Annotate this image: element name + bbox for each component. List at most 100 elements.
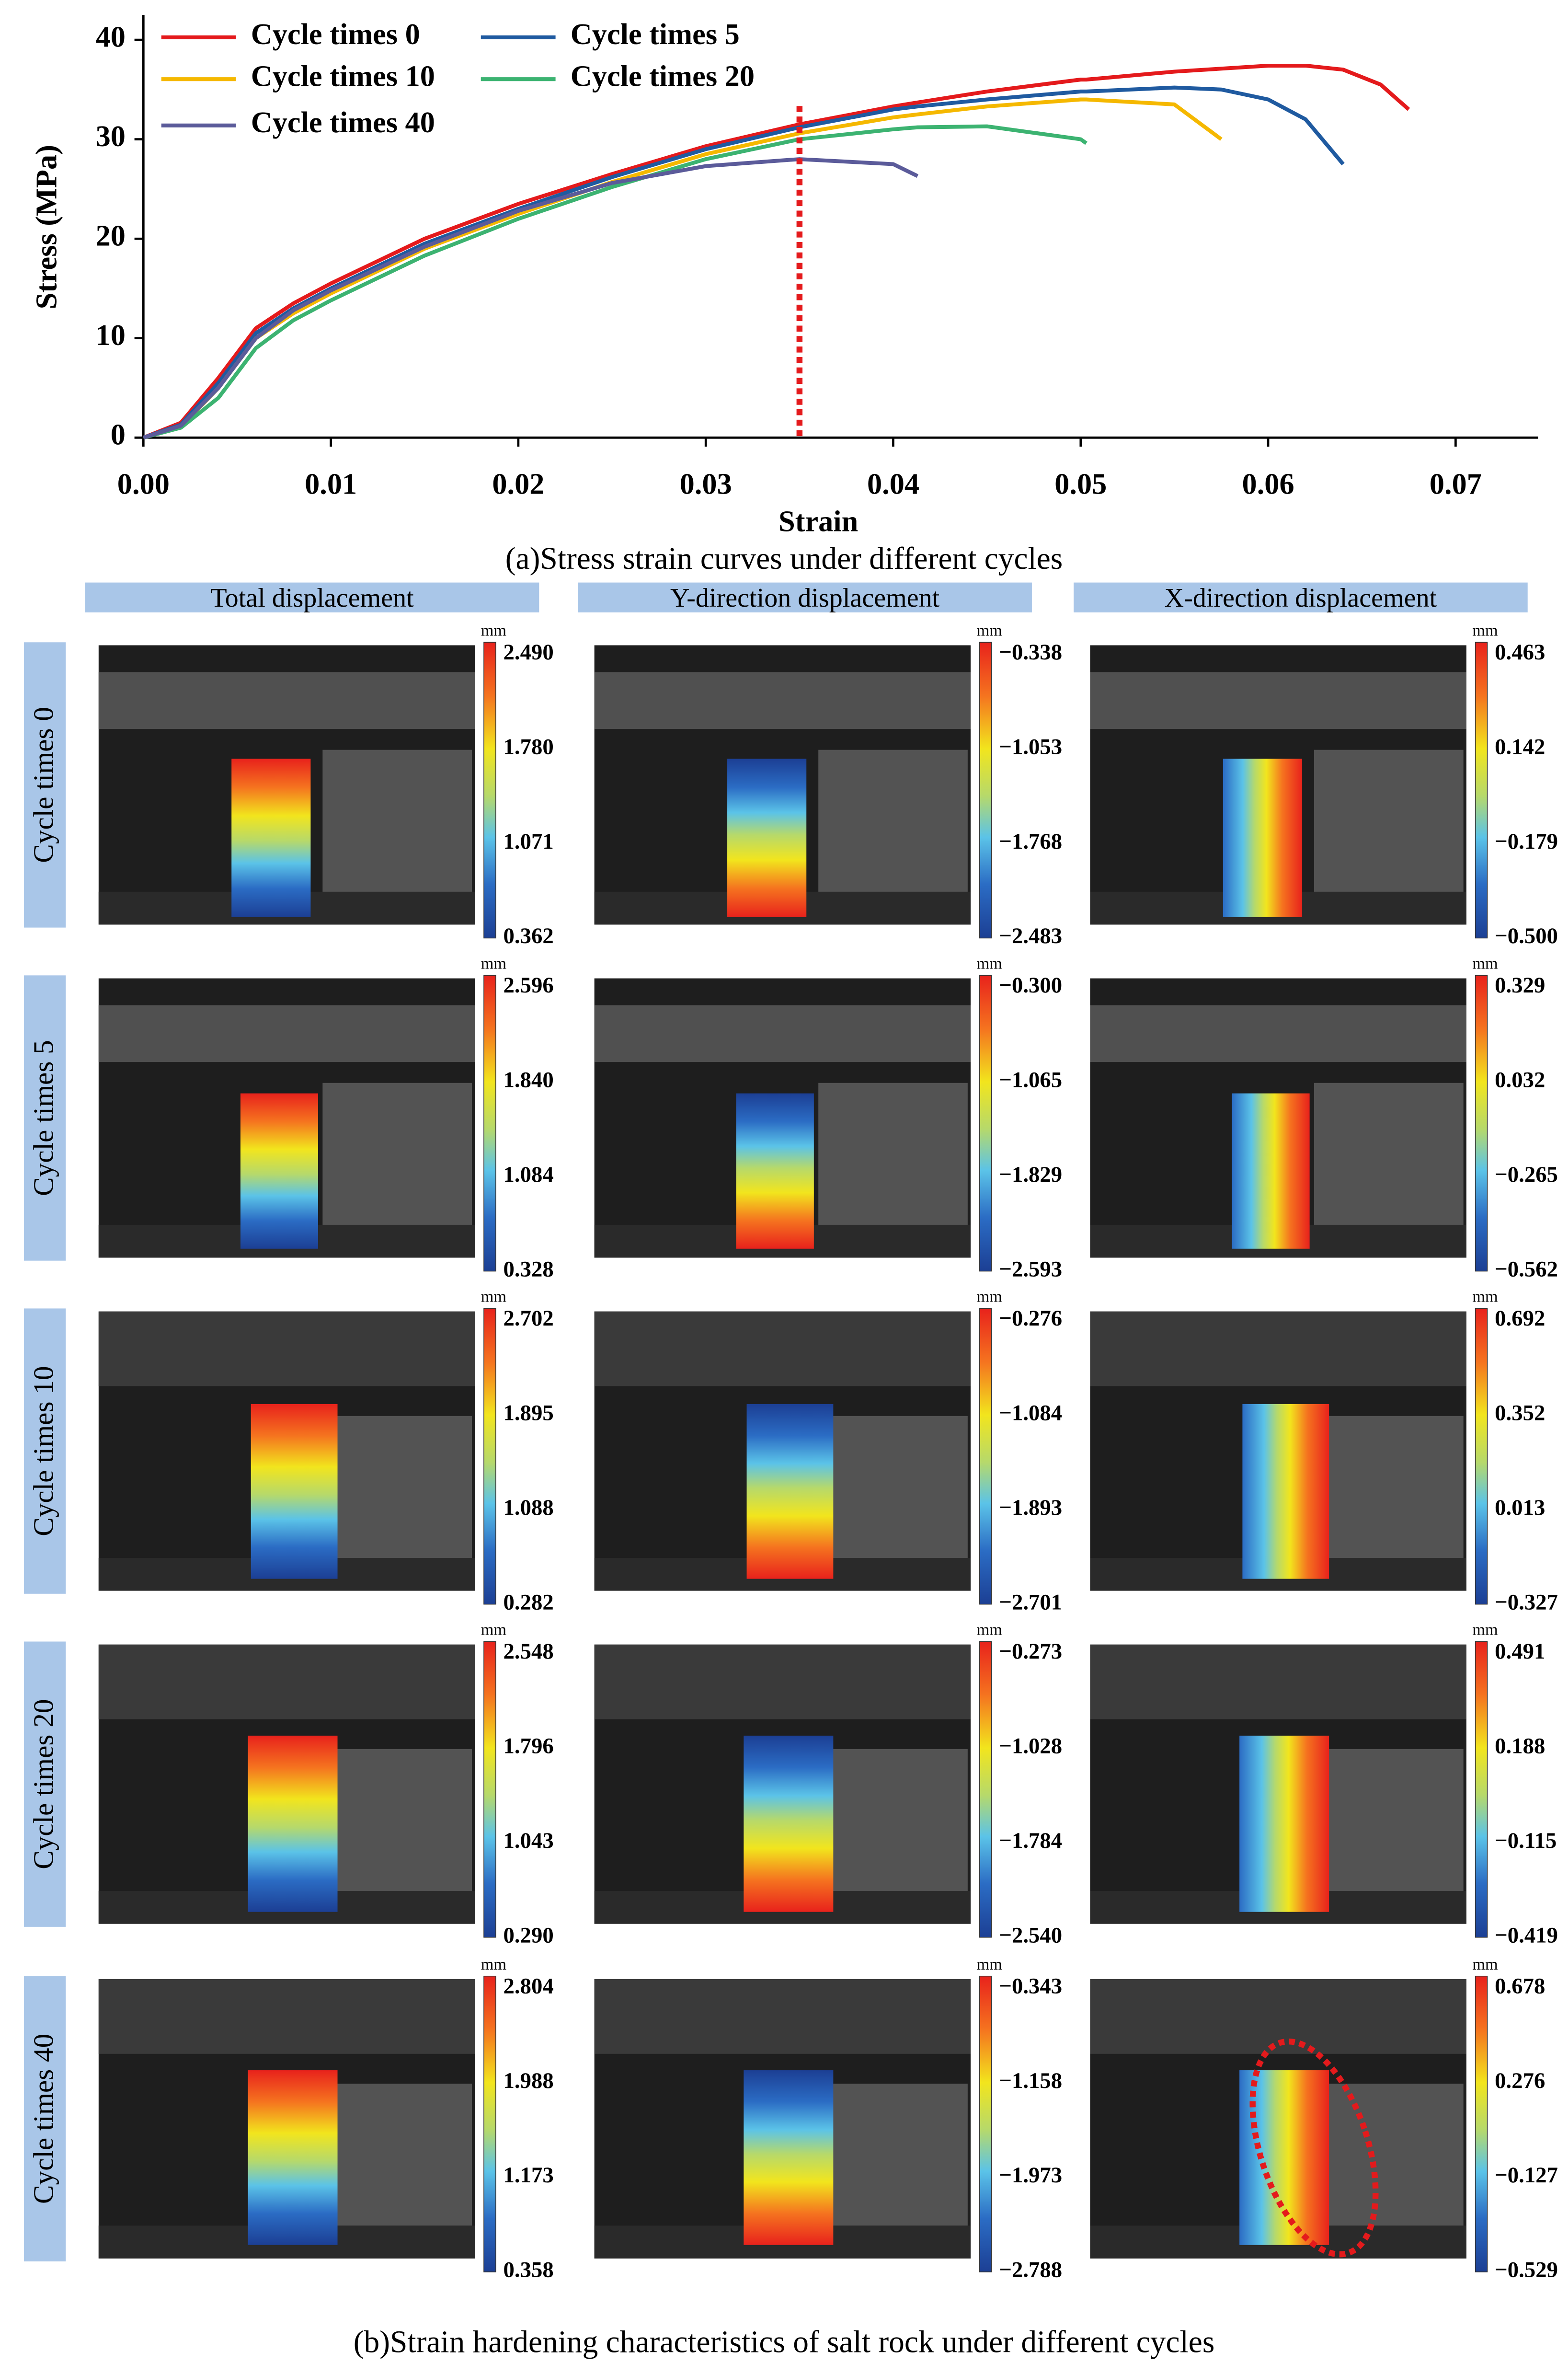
colorbar-unit: mm (481, 1621, 507, 1639)
x-tick-label: 0.00 (117, 467, 170, 500)
photo-backdrop (818, 1749, 968, 1899)
row-label-box (23, 642, 66, 928)
y-tick-label: 0 (111, 418, 126, 451)
data-line (143, 85, 1345, 440)
specimen (251, 1404, 338, 1579)
colorbar-tick-label: −2.593 (999, 1256, 1062, 1281)
photo-backdrop (818, 1416, 968, 1566)
colorbar-tick-label: −1.973 (999, 2163, 1062, 2188)
legend-label: Cycle times 40 (251, 106, 435, 139)
specimen (746, 1404, 834, 1579)
photo-platen (98, 1005, 475, 1062)
colorbar (1475, 975, 1488, 1272)
colorbar-unit: mm (481, 621, 507, 639)
row-label-box (23, 1976, 66, 2262)
photo-platen (594, 1311, 971, 1386)
colorbar-tick-label: 0.362 (504, 923, 554, 948)
colorbar-tick-label: −1.084 (999, 1401, 1062, 1426)
specimen (744, 1735, 834, 1912)
colorbar-tick-label: 1.895 (504, 1401, 554, 1426)
photo-backdrop (1314, 2084, 1464, 2233)
column-header-box (85, 582, 539, 612)
colorbar-tick-label: 0.491 (1495, 1639, 1545, 1664)
row-label-box (23, 975, 66, 1261)
column-header: Total displacement (210, 583, 414, 613)
photo-backdrop (322, 1749, 472, 1899)
colorbar-tick-label: 1.988 (504, 2068, 554, 2093)
colorbar-unit: mm (481, 954, 507, 972)
x-tick-label: 0.03 (680, 467, 732, 500)
x-axis-label: Strain (778, 505, 858, 538)
specimen (1223, 759, 1303, 917)
specimen (1242, 1404, 1329, 1579)
caption: (b)Strain hardening characteristics of s… (354, 2325, 1215, 2360)
colorbar-tick-label: −0.338 (999, 640, 1062, 665)
colorbar (1475, 642, 1488, 939)
colorbar-tick-label: 0.692 (1495, 1306, 1545, 1331)
colorbar-unit: mm (977, 954, 1003, 972)
photo-backdrop (322, 2084, 472, 2233)
photo-platen (98, 1979, 475, 2054)
colorbar-tick-label: −0.300 (999, 973, 1062, 998)
photo-backdrop (1314, 1083, 1464, 1233)
colorbar-tick-label: −1.065 (999, 1067, 1062, 1092)
colorbar (1475, 1975, 1488, 2272)
row-label: Cycle times 10 (27, 1366, 59, 1536)
colorbar-tick-label: −2.701 (999, 1590, 1062, 1614)
highlight-ellipse (1249, 2038, 1379, 2258)
colorbar-tick-label: 0.282 (504, 1590, 554, 1614)
colorbar-unit: mm (481, 1287, 507, 1305)
colorbar-tick-label: −2.483 (999, 923, 1062, 948)
colorbar-tick-label: 0.358 (504, 2258, 554, 2282)
colorbar-tick-label: 0.352 (1495, 1401, 1545, 1426)
photo-backdrop (1314, 749, 1464, 899)
colorbar-tick-label: 0.276 (1495, 2068, 1545, 2093)
colorbar-tick-label: 1.084 (504, 1162, 554, 1187)
photo-platen (594, 672, 971, 729)
specimen (1232, 1093, 1310, 1249)
colorbar-unit: mm (977, 1621, 1003, 1639)
x-tick-label: 0.02 (492, 467, 544, 500)
specimen (727, 759, 807, 917)
colorbar-unit: mm (1472, 954, 1498, 972)
colorbar-tick-label: −0.273 (999, 1639, 1062, 1664)
specimen (736, 1093, 814, 1249)
row-label: Cycle times 5 (27, 1040, 59, 1196)
colorbar-tick-label: −0.419 (1495, 1923, 1558, 1948)
row-label-box (23, 1308, 66, 1594)
colorbar-unit: mm (1472, 621, 1498, 639)
specimen (744, 2070, 834, 2245)
colorbar-tick-label: −0.179 (1495, 829, 1558, 854)
colorbar-tick-label: 2.596 (504, 973, 554, 998)
colorbar (979, 975, 992, 1272)
colorbar-tick-label: 2.804 (504, 1973, 554, 1998)
colorbar-tick-label: 2.548 (504, 1639, 554, 1664)
colorbar-unit: mm (1472, 1621, 1498, 1639)
photo-backdrop (322, 749, 472, 899)
colorbar-tick-label: 1.043 (504, 1828, 554, 1853)
x-tick-label: 0.06 (1242, 467, 1294, 500)
colorbar-unit: mm (977, 621, 1003, 639)
photo-platen (98, 1311, 475, 1386)
legend-label: Cycle times 0 (251, 18, 420, 51)
row-label: Cycle times 40 (27, 2034, 59, 2204)
legend-label: Cycle times 20 (571, 59, 755, 92)
photo-platen (1090, 1311, 1466, 1386)
photo-backdrop (1314, 1416, 1464, 1566)
photo-platen (1090, 672, 1466, 729)
colorbar (979, 1975, 992, 2272)
colorbar-unit: mm (1472, 1955, 1498, 1973)
photo-platen (1090, 1644, 1466, 1719)
photo-backdrop (1314, 1749, 1464, 1899)
colorbar-tick-label: −0.265 (1495, 1162, 1558, 1187)
data-line (142, 63, 1410, 440)
legend-label: Cycle times 10 (251, 59, 435, 92)
colorbar (483, 1641, 496, 1938)
photo-backdrop (322, 1416, 472, 1566)
colorbar-tick-label: −0.500 (1495, 923, 1558, 948)
colorbar-tick-label: −0.115 (1495, 1828, 1557, 1853)
colorbar-tick-label: −2.788 (999, 2258, 1062, 2282)
colorbar-tick-label: 2.702 (504, 1306, 554, 1331)
colorbar-tick-label: −1.893 (999, 1495, 1062, 1520)
